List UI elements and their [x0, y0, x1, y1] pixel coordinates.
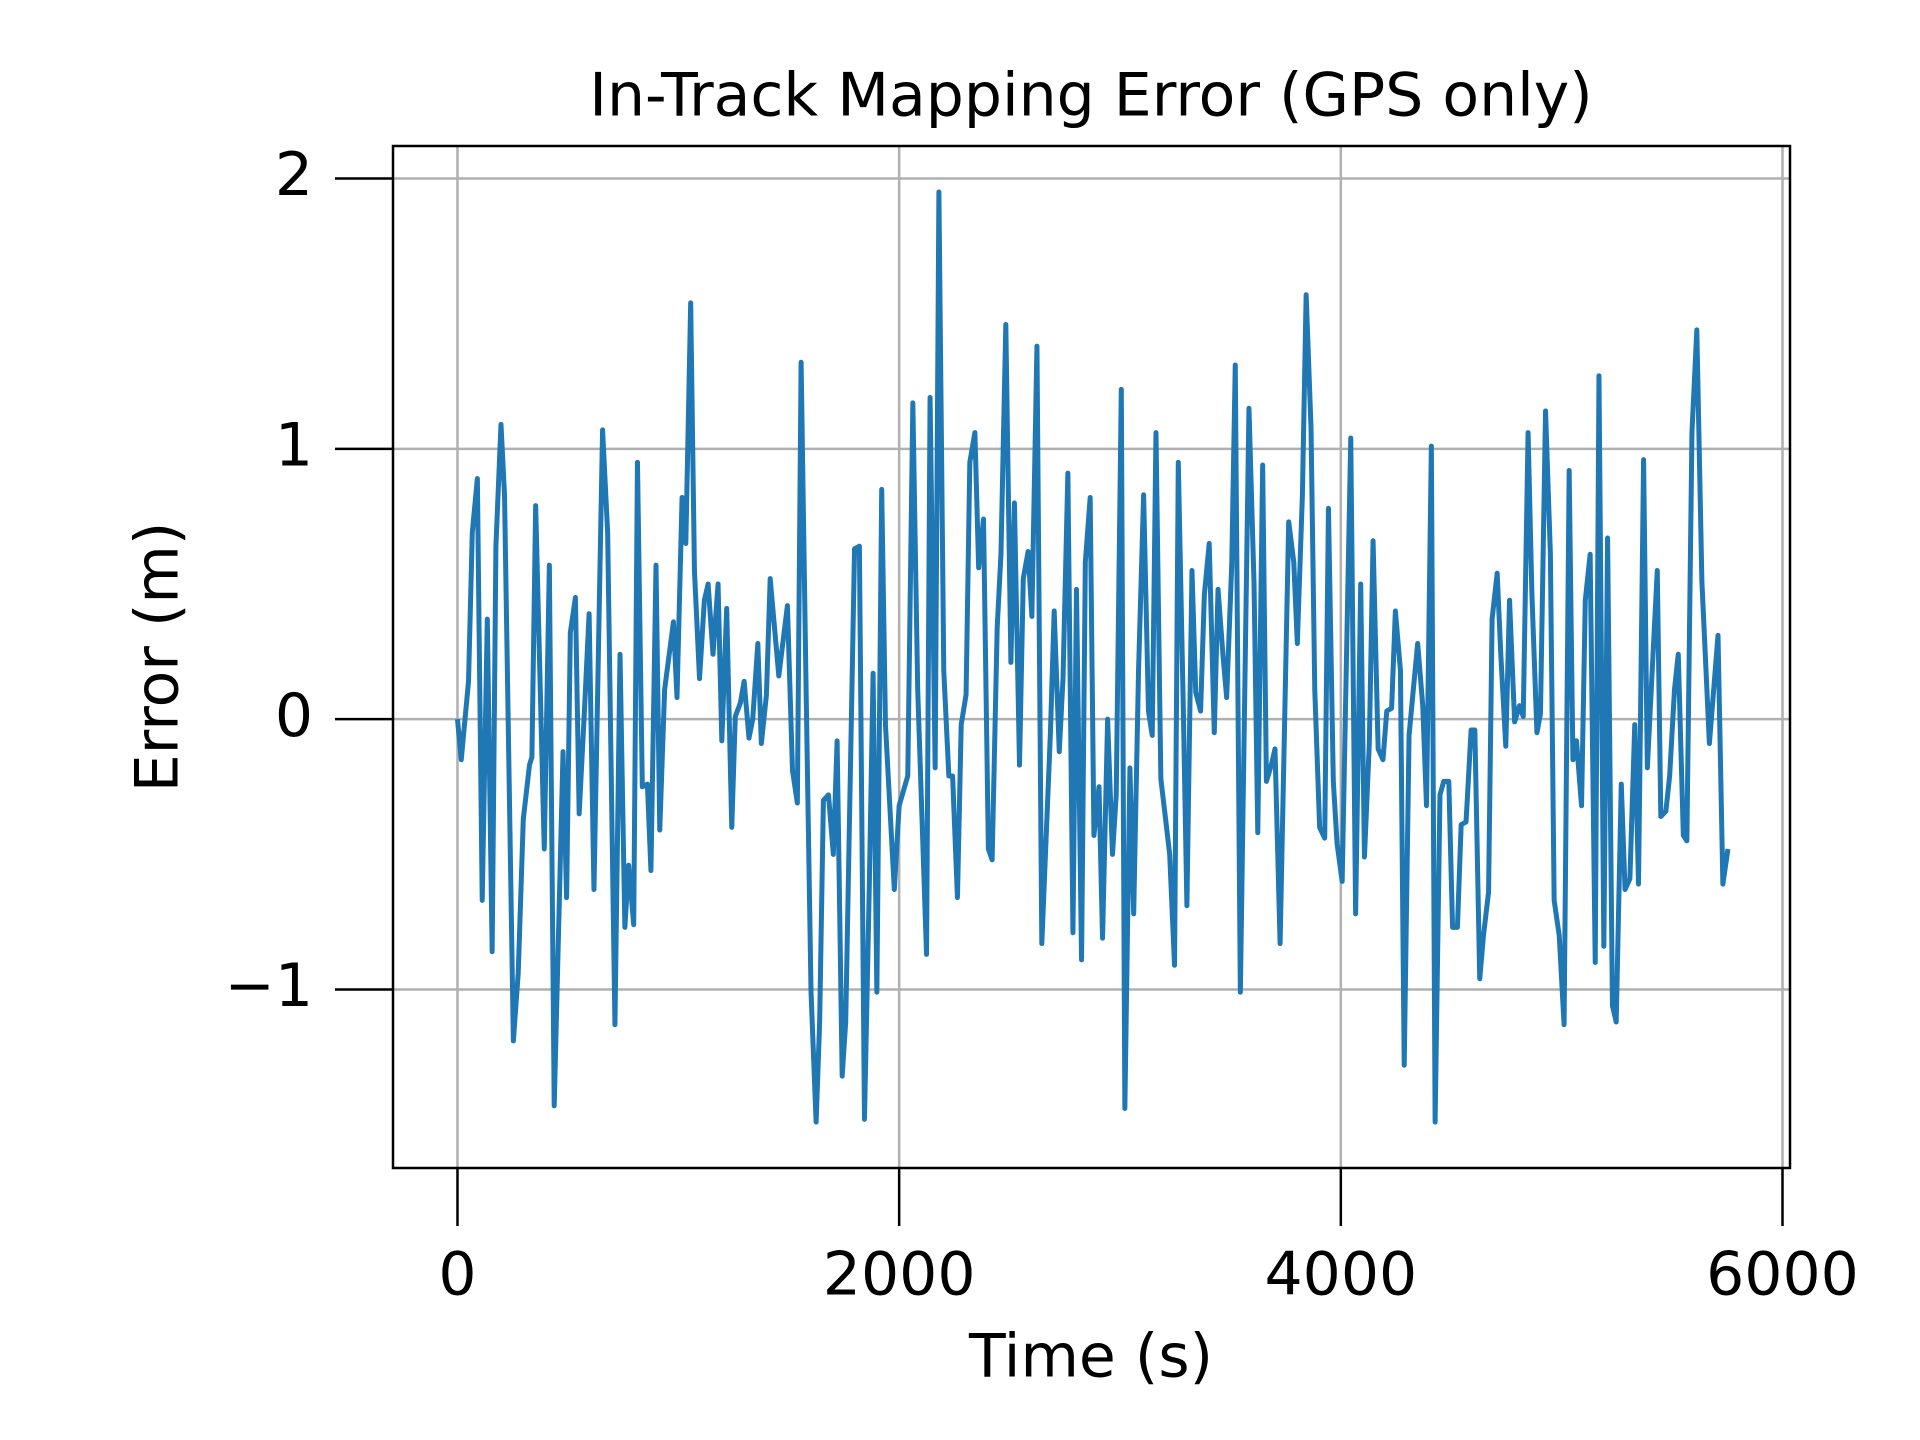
y-tick-label: 1 [275, 410, 313, 480]
y-tick-label: 2 [275, 140, 313, 210]
plot-frame [391, 144, 1792, 1170]
data-line [454, 189, 1731, 1125]
x-tick-label: 6000 [1706, 1240, 1859, 1310]
x-tick-label: 4000 [1264, 1240, 1417, 1310]
x-tick-label: 2000 [823, 1240, 976, 1310]
y-tick-label: −1 [225, 951, 313, 1021]
y-axis-label: Error (m) [123, 522, 193, 793]
y-tick-label: 0 [275, 681, 313, 751]
x-tick-label: 0 [438, 1240, 476, 1310]
chart-title: In-Track Mapping Error (GPS only) [589, 61, 1592, 131]
x-axis-label: Time (s) [968, 1322, 1213, 1392]
